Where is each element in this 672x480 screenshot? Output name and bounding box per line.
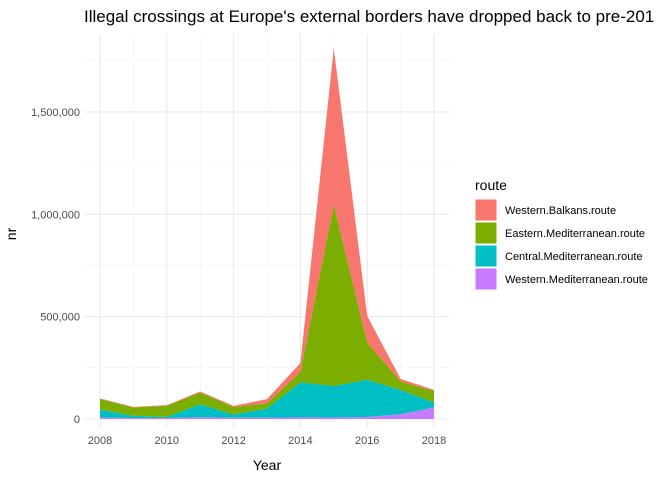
chart-title: Illegal crossings at Europe's external b… (84, 7, 654, 26)
x-axis-label: Year (253, 457, 282, 473)
legend-item-eastern-mediterranean-route: Eastern.Mediterranean.route (474, 221, 645, 245)
y-axis-label: nr (3, 227, 19, 240)
legend-swatch (474, 198, 498, 222)
x-tick-label: 2010 (155, 435, 179, 447)
area-eastern-mediterranean-route (100, 204, 434, 417)
legend: route Western.Balkans.route Eastern.Medit… (474, 177, 648, 291)
area-layers (100, 48, 434, 419)
legend-item-western-balkans-route: Western.Balkans.route (474, 198, 616, 222)
y-tick-label: 500,000 (40, 312, 80, 324)
legend-swatch (474, 244, 498, 268)
y-axis-tick-labels: 0 500,000 1,000,000 1,500,000 (31, 107, 80, 426)
legend-item-western-mediterranean-route: Western.Mediterranean.route (474, 267, 648, 291)
x-tick-label: 2012 (221, 435, 245, 447)
x-tick-label: 2018 (422, 435, 446, 447)
x-tick-label: 2016 (355, 435, 379, 447)
legend-swatch (474, 221, 498, 245)
y-tick-label: 1,500,000 (31, 107, 80, 119)
area-western-mediterranean-route (100, 407, 434, 419)
legend-item-central-mediterranean-route: Central.Mediterranean.route (474, 244, 643, 268)
legend-swatch (474, 267, 498, 291)
legend-title: route (475, 177, 507, 193)
y-tick-label: 0 (74, 414, 80, 426)
legend-label: Eastern.Mediterranean.route (505, 228, 645, 240)
x-tick-label: 2014 (288, 435, 312, 447)
y-tick-label: 1,000,000 (31, 209, 80, 221)
x-tick-label: 2008 (88, 435, 112, 447)
x-axis-tick-labels: 2008 2010 2012 2014 2016 2018 (88, 435, 446, 447)
area-central-mediterranean-route (100, 379, 434, 418)
legend-label: Western.Mediterranean.route (505, 274, 648, 286)
legend-label: Western.Balkans.route (505, 205, 616, 217)
legend-label: Central.Mediterranean.route (505, 251, 643, 263)
